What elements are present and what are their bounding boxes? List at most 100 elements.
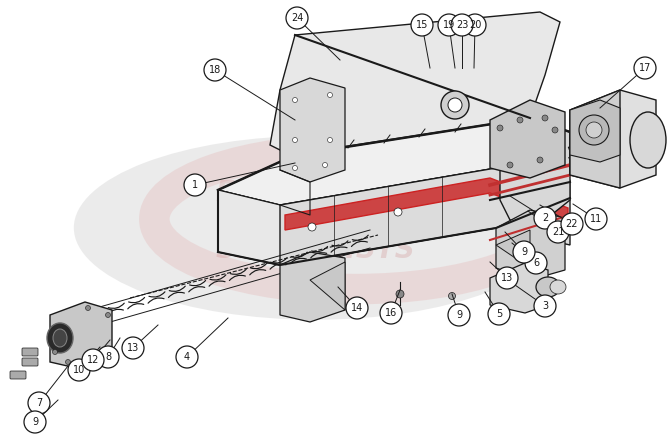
Text: SP  CIALISTS: SP CIALISTS [216,236,415,264]
Circle shape [585,208,607,230]
Circle shape [323,162,327,167]
Circle shape [586,122,602,138]
Circle shape [293,98,297,102]
Polygon shape [285,178,568,230]
Ellipse shape [47,323,73,353]
Circle shape [507,162,513,168]
Circle shape [293,166,297,170]
Circle shape [122,337,144,359]
Circle shape [97,346,119,368]
Polygon shape [500,118,570,220]
Circle shape [286,7,308,29]
Polygon shape [490,100,565,178]
Text: 7: 7 [36,398,42,408]
FancyBboxPatch shape [10,371,26,379]
Circle shape [204,59,226,81]
Text: 17: 17 [639,63,651,73]
Polygon shape [270,12,560,155]
Circle shape [537,157,543,163]
Circle shape [464,14,486,36]
Text: 14: 14 [351,303,363,313]
Text: 21: 21 [552,227,564,237]
Circle shape [542,115,548,121]
Text: EQUIP   ENT: EQUIP ENT [215,179,402,207]
Text: 2: 2 [542,213,548,223]
Text: 12: 12 [87,355,99,365]
Polygon shape [218,190,280,265]
Text: 20: 20 [469,20,481,30]
Text: 15: 15 [416,20,428,30]
Polygon shape [496,210,565,280]
Circle shape [451,14,473,36]
Text: 22: 22 [566,219,578,229]
Circle shape [552,127,558,133]
Circle shape [488,303,510,325]
Circle shape [396,290,404,298]
FancyBboxPatch shape [22,358,38,366]
Circle shape [448,304,470,326]
Text: 9: 9 [456,310,462,320]
Text: 9: 9 [32,417,38,427]
Circle shape [547,221,569,243]
Ellipse shape [630,112,666,168]
Circle shape [28,392,50,414]
Text: 19: 19 [443,20,455,30]
Circle shape [105,350,111,354]
Circle shape [448,293,456,300]
Circle shape [184,174,206,196]
Circle shape [293,138,297,142]
Text: 9: 9 [521,247,527,257]
Text: 5: 5 [496,309,502,319]
Circle shape [176,346,198,368]
Text: 11: 11 [590,214,602,224]
Text: 1: 1 [192,180,198,190]
Text: 13: 13 [127,343,139,353]
Text: 6: 6 [533,258,539,268]
Text: 18: 18 [209,65,221,75]
Circle shape [308,223,316,231]
Circle shape [438,14,460,36]
Text: 3: 3 [542,301,548,311]
Circle shape [411,14,433,36]
Polygon shape [570,90,656,188]
Text: 13: 13 [501,273,513,283]
Ellipse shape [74,136,557,320]
Circle shape [105,312,111,318]
Polygon shape [496,230,530,268]
Circle shape [66,360,70,364]
Polygon shape [490,263,548,313]
Circle shape [394,208,402,216]
Circle shape [579,115,609,145]
Circle shape [68,359,90,381]
Text: 10: 10 [73,365,85,375]
Circle shape [327,92,333,98]
FancyBboxPatch shape [22,348,38,356]
Circle shape [85,360,91,364]
Ellipse shape [550,280,566,294]
Polygon shape [218,118,570,205]
Circle shape [634,57,656,79]
Polygon shape [280,78,345,182]
Circle shape [85,305,91,311]
Circle shape [82,349,104,371]
Circle shape [346,297,368,319]
Text: 24: 24 [291,13,303,23]
Ellipse shape [536,277,560,297]
Polygon shape [218,168,570,265]
Ellipse shape [53,329,67,347]
Circle shape [525,252,547,274]
Polygon shape [280,168,570,265]
Circle shape [52,350,58,354]
Text: 16: 16 [385,308,397,318]
Circle shape [380,302,402,324]
Polygon shape [570,100,620,162]
Circle shape [534,295,556,317]
Circle shape [448,98,462,112]
Polygon shape [570,90,620,188]
Polygon shape [50,302,112,370]
Circle shape [534,207,556,229]
Circle shape [497,125,503,131]
Text: 23: 23 [456,20,468,30]
Polygon shape [310,262,345,310]
Text: 8: 8 [105,352,111,362]
